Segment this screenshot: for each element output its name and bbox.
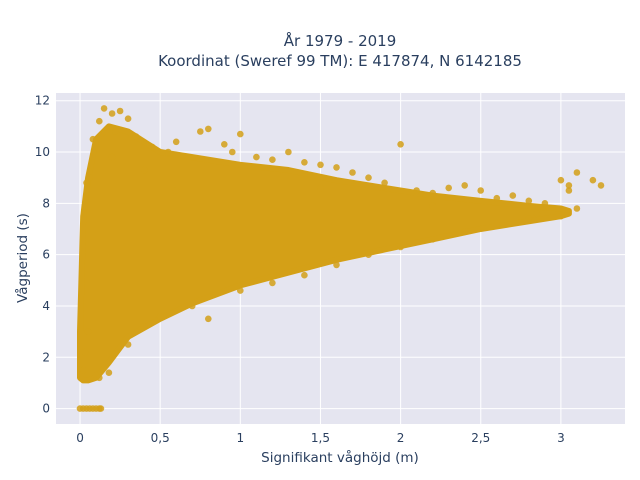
scatter-point: [116, 107, 124, 115]
x-tick-label: 1: [237, 431, 245, 445]
scatter-point: [429, 189, 437, 197]
scatter-point: [301, 159, 308, 166]
x-tick-label: 2,5: [471, 431, 490, 445]
scatter-point: [525, 197, 533, 205]
scatter-point: [124, 341, 132, 348]
scatter-point: [84, 328, 92, 335]
y-tick-label: 8: [42, 196, 50, 210]
scatter-point: [381, 179, 388, 187]
y-tick-label: 10: [35, 145, 50, 159]
scatter-point: [525, 215, 533, 222]
x-tick-label: 0: [76, 431, 84, 445]
scatter-point: [333, 164, 340, 171]
x-tick-label: 3: [557, 431, 565, 445]
scatter-point: [461, 182, 469, 189]
scatter-point: [565, 187, 573, 194]
scatter-point: [397, 243, 404, 251]
scatter-point: [573, 205, 581, 212]
scatter-point: [89, 135, 97, 143]
scatter-point: [557, 212, 565, 220]
y-tick-label: 4: [42, 299, 50, 313]
scatter-point: [229, 148, 236, 156]
scatter-point: [365, 174, 372, 181]
scatter-point: [96, 374, 103, 382]
scatter-point: [253, 153, 260, 161]
scatter-point: [112, 128, 119, 135]
scatter-point: [493, 220, 501, 228]
x-axis-label: Signifikant våghöjd (m): [261, 449, 419, 466]
scatter-point: [132, 133, 140, 140]
scatter-point: [285, 148, 292, 156]
scatter-point: [573, 169, 581, 176]
scatter-point: [188, 302, 196, 310]
scatter-point: [86, 174, 93, 181]
scatter-point: [156, 312, 164, 320]
scatter-point: [140, 323, 148, 330]
scatter-point: [477, 187, 485, 194]
scatter-point: [148, 143, 156, 151]
scatter-point: [565, 182, 573, 189]
scatter-point: [83, 179, 90, 187]
x-tick-labels: 0 0,5 1 1,5 2 2,5 3: [76, 431, 564, 445]
scatter-point: [557, 176, 565, 184]
scatter-point: [164, 148, 172, 156]
scatter-point: [429, 202, 437, 210]
scatter-point: [108, 153, 116, 161]
scatter-point: [221, 141, 228, 148]
scatter-point: [429, 236, 437, 243]
scatter-point: [140, 166, 148, 174]
scatter-point: [108, 110, 116, 117]
scatter-point: [349, 169, 356, 176]
chart-title: År 1979 - 2019: [284, 31, 397, 50]
scatter-point: [493, 194, 501, 202]
scatter-point: [397, 141, 404, 148]
x-tick-label: 1,5: [311, 431, 330, 445]
scatter-point: [97, 405, 105, 412]
scatter-point: [597, 182, 605, 189]
scatter-point: [461, 228, 469, 235]
scatter-point: [509, 192, 517, 199]
scatter-point: [205, 125, 212, 133]
scatter-point: [237, 130, 244, 138]
scatter-point: [96, 117, 103, 125]
scatter-point: [541, 200, 549, 207]
y-tick-label: 2: [42, 350, 50, 364]
y-axis-label: Vågperiod (s): [14, 213, 31, 303]
scatter-point: [81, 348, 89, 356]
scatter-point: [269, 279, 276, 287]
scatter-point: [589, 176, 597, 184]
scatter-point: [413, 187, 420, 194]
scatter-point: [237, 287, 244, 294]
scatter-point: [445, 184, 453, 192]
scatter-point: [124, 115, 132, 122]
scatter-point: [172, 138, 180, 146]
x-tick-label: 0,5: [151, 431, 170, 445]
scatter-point: [197, 128, 204, 135]
y-tick-label: 0: [42, 402, 50, 416]
scatter-point: [317, 161, 324, 169]
scatter-point: [172, 187, 180, 194]
y-tick-label: 6: [42, 248, 50, 262]
scatter-point: [79, 366, 87, 374]
x-tick-label: 2: [397, 431, 405, 445]
scatter-point: [205, 315, 212, 323]
scatter-point: [301, 271, 308, 279]
scatter-point: [533, 210, 541, 217]
y-tick-label: 12: [35, 94, 50, 108]
scatter-points: [76, 105, 605, 412]
scatter-point: [105, 369, 113, 377]
scatter-point: [365, 251, 372, 258]
scatter-point: [269, 156, 276, 163]
scatter-point: [317, 184, 324, 192]
scatter-point: [100, 105, 108, 112]
scatter-point: [333, 261, 340, 269]
chart-subtitle: Koordinat (Sweref 99 TM): E 417874, N 61…: [158, 52, 522, 70]
y-tick-labels: 0 2 4 6 8 10 12: [35, 94, 50, 416]
